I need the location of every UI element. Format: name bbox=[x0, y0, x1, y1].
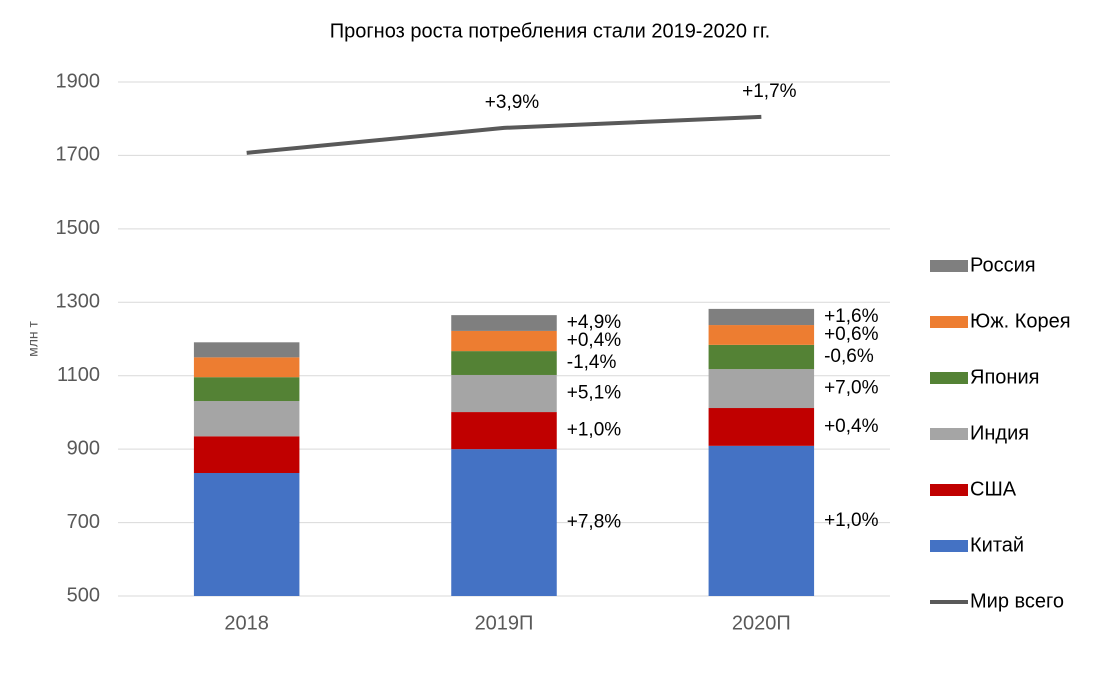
bar-segment bbox=[451, 374, 557, 413]
y-tick-label: 1500 bbox=[56, 217, 101, 239]
x-tick-label: 2019П bbox=[475, 612, 534, 634]
legend-label: Мир всего bbox=[970, 590, 1064, 612]
growth-label: +1,7% bbox=[742, 81, 797, 102]
legend-swatch bbox=[930, 260, 968, 272]
growth-label: +7,8% bbox=[567, 512, 622, 533]
bar-segment bbox=[708, 308, 815, 326]
legend-label: Китай bbox=[970, 534, 1024, 556]
bar-segment bbox=[708, 344, 815, 370]
growth-label: +0,6% bbox=[824, 324, 879, 345]
y-tick-label: 1100 bbox=[57, 364, 100, 386]
legend-swatch bbox=[930, 316, 968, 328]
legend-label: Япония bbox=[970, 366, 1039, 388]
legend-label: Юж. Корея bbox=[970, 310, 1071, 332]
y-tick-label: 1300 bbox=[56, 291, 101, 313]
growth-label: +0,4% bbox=[567, 330, 622, 351]
bar-segment bbox=[451, 412, 557, 450]
bar-segment bbox=[451, 315, 557, 331]
legend-swatch bbox=[930, 540, 968, 552]
bar-segment bbox=[193, 342, 300, 358]
bar-segment bbox=[708, 445, 815, 596]
chart-title: Прогноз роста потребления стали 2019-202… bbox=[330, 20, 770, 42]
bar-segment bbox=[708, 408, 815, 446]
growth-label: +7,0% bbox=[824, 378, 879, 399]
growth-label: +1,0% bbox=[824, 510, 879, 531]
y-tick-label: 900 bbox=[67, 437, 100, 459]
legend-swatch bbox=[930, 428, 968, 440]
x-tick-label: 2018 bbox=[224, 612, 269, 634]
growth-label: -1,4% bbox=[567, 352, 617, 373]
bar-segment bbox=[451, 351, 557, 375]
bar-segment bbox=[193, 401, 300, 437]
bar-segment bbox=[193, 436, 300, 474]
legend-label: Россия bbox=[970, 254, 1036, 276]
legend-swatch bbox=[930, 372, 968, 384]
y-tick-label: 700 bbox=[67, 511, 100, 533]
legend-swatch bbox=[930, 484, 968, 496]
bar-segment bbox=[193, 357, 300, 378]
legend-label: США bbox=[970, 478, 1017, 500]
legend-label: Индия bbox=[970, 422, 1029, 444]
bar-segment bbox=[708, 369, 815, 409]
bar-segment bbox=[708, 325, 815, 345]
growth-label: +1,0% bbox=[567, 420, 622, 441]
bar-segment bbox=[193, 377, 300, 402]
line bbox=[246, 114, 762, 155]
growth-label: +3,9% bbox=[485, 92, 540, 113]
bar-segment bbox=[193, 473, 300, 596]
y-tick-label: 1900 bbox=[56, 70, 101, 92]
growth-label: +5,1% bbox=[567, 383, 622, 404]
y-tick-label: 500 bbox=[67, 584, 100, 606]
growth-label: +0,4% bbox=[824, 416, 879, 437]
growth-label: +4,9% bbox=[567, 312, 622, 333]
y-tick-label: 1700 bbox=[56, 144, 101, 166]
growth-label: -0,6% bbox=[824, 346, 874, 367]
growth-label: +1,6% bbox=[824, 306, 879, 327]
x-tick-label: 2020П bbox=[732, 612, 791, 634]
bar-segment bbox=[451, 449, 557, 596]
y-axis-label: млн т bbox=[25, 320, 41, 356]
bar-segment bbox=[451, 330, 557, 352]
